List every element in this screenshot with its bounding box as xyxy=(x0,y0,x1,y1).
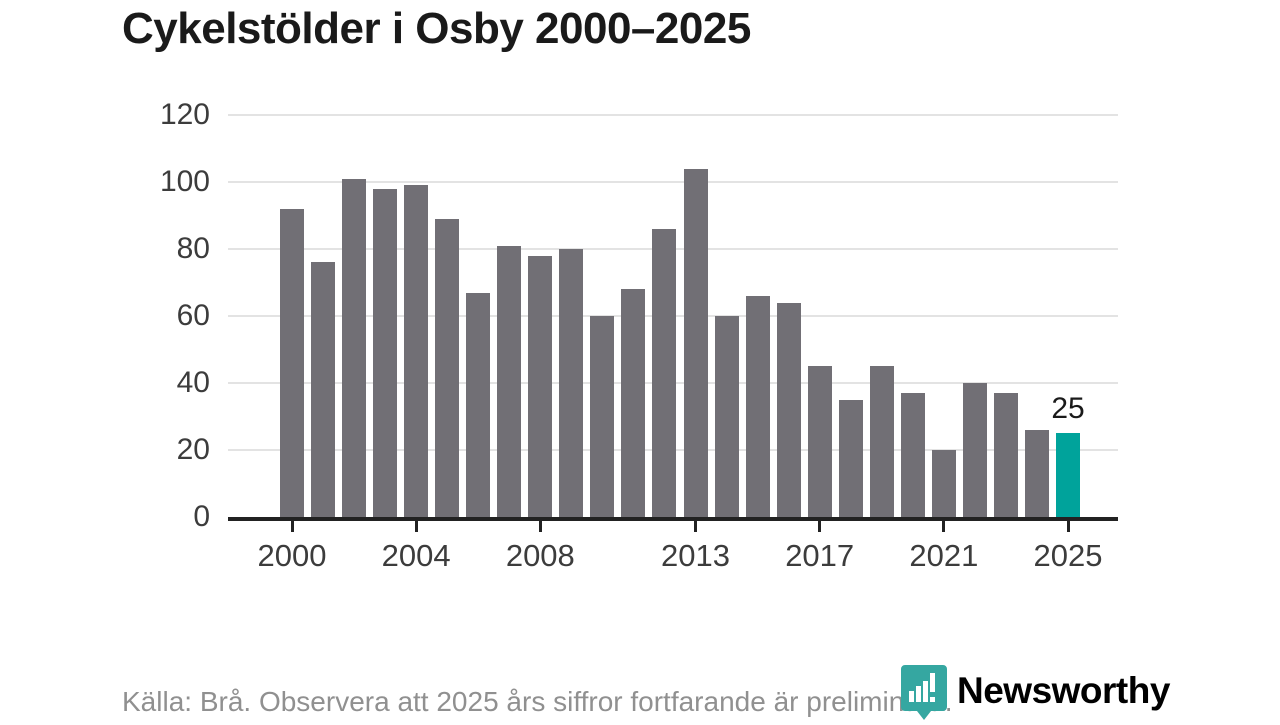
bar-2000 xyxy=(280,208,304,517)
bar-2002 xyxy=(342,178,367,517)
x-axis-line xyxy=(228,517,1118,521)
x-tick-2017 xyxy=(818,521,822,532)
bar-2006 xyxy=(466,292,491,517)
x-tick-2000 xyxy=(290,521,294,532)
bar-2012 xyxy=(652,228,677,517)
y-axis-tick-label: 80 xyxy=(176,232,210,265)
bar-2016 xyxy=(776,302,801,517)
chart-title: Cykelstölder i Osby 2000–2025 xyxy=(122,4,751,53)
bar-2018 xyxy=(838,399,863,517)
bar-2001 xyxy=(311,262,336,517)
x-tick-2004 xyxy=(414,521,418,532)
newsworthy-wordmark: Newsworthy xyxy=(957,670,1170,711)
gridline-y-100 xyxy=(228,181,1118,183)
bar-2014 xyxy=(714,316,739,517)
newsworthy-logo: Newsworthy xyxy=(901,664,1201,720)
bar-2022 xyxy=(962,383,987,517)
source-note: Källa: Brå. Observera att 2025 års siffr… xyxy=(122,686,953,717)
bar-2013 xyxy=(683,168,708,517)
x-axis-tick-label: 2000 xyxy=(257,538,327,573)
x-tick-2025 xyxy=(1066,521,1070,532)
y-axis-tick-label: 60 xyxy=(176,299,210,332)
x-tick-2021 xyxy=(942,521,946,532)
y-axis-tick-label: 20 xyxy=(176,433,210,466)
bar-2003 xyxy=(373,188,398,517)
bar-2023 xyxy=(993,393,1018,517)
x-tick-2013 xyxy=(694,521,698,532)
y-axis-tick-label: 40 xyxy=(176,366,210,399)
x-tick-2008 xyxy=(538,521,542,532)
bar-2011 xyxy=(621,289,646,517)
bar-2005 xyxy=(435,218,460,517)
y-axis-tick-label: 120 xyxy=(159,98,210,131)
bar-2025 xyxy=(1056,433,1080,517)
x-axis-tick-label: 2025 xyxy=(1033,538,1103,573)
x-axis-tick-label: 2013 xyxy=(661,538,730,573)
bar-2017 xyxy=(807,366,832,517)
x-axis-tick-label: 2017 xyxy=(785,538,855,573)
bar-2015 xyxy=(745,295,770,517)
bar-2010 xyxy=(590,316,615,517)
bar-2024 xyxy=(1024,429,1049,517)
highlight-value-label: 25 xyxy=(1051,392,1085,426)
x-axis-tick-label: 2004 xyxy=(381,538,451,573)
bar-2009 xyxy=(559,249,584,517)
newsworthy-chart-pin-icon xyxy=(901,665,947,725)
y-axis-tick-label: 0 xyxy=(193,500,210,533)
bar-2021 xyxy=(931,450,956,517)
bar-2020 xyxy=(900,393,925,517)
gridline-y-120 xyxy=(228,114,1118,116)
y-axis-tick-label: 100 xyxy=(159,165,210,198)
bar-2004 xyxy=(404,185,429,517)
x-axis-tick-label: 2021 xyxy=(909,538,979,573)
x-axis-tick-label: 2008 xyxy=(505,538,575,573)
bar-2008 xyxy=(528,255,553,517)
bar-2007 xyxy=(497,245,522,517)
bar-2019 xyxy=(869,366,894,517)
